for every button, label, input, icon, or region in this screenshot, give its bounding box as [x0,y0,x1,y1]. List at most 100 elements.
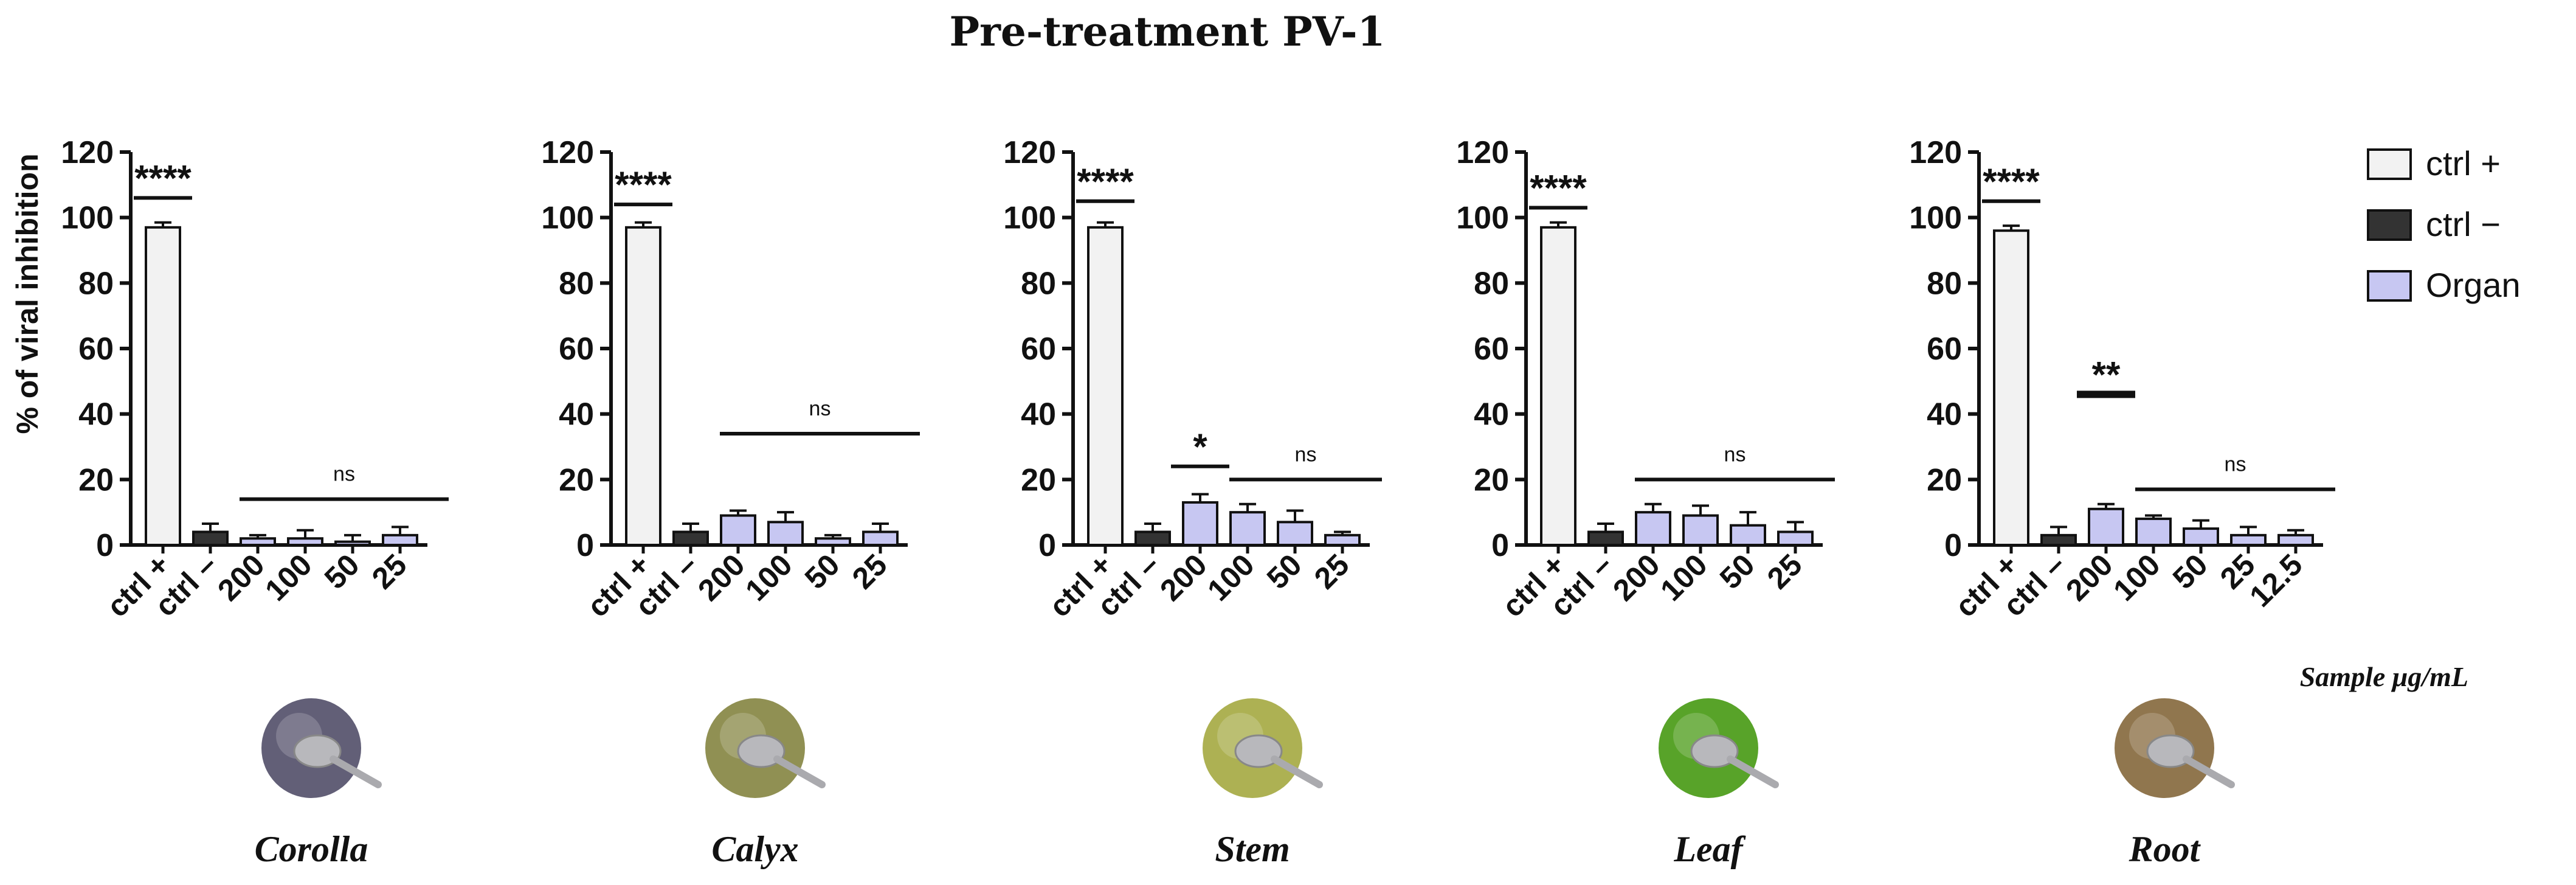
y-tick-label: 80 [78,266,114,301]
spatula-handle [773,755,826,788]
bar-12.5 [2277,533,2314,546]
leaf-sample-image [1659,698,1779,798]
bar-ctrlx [625,226,661,547]
x-tick-label: 100 [2107,547,2167,608]
y-tick-label: 80 [1927,266,1962,301]
bar-ctrlx [1993,229,2029,546]
bar-100 [2135,517,2172,547]
bar-ctrlx [2040,533,2077,546]
y-tick-label: 40 [1474,397,1509,432]
y-tick-label: 20 [1927,462,1962,498]
y-tick-label: 20 [1021,462,1056,498]
significance-label: ns [333,463,355,486]
y-tick-label: 40 [559,397,594,432]
x-tick-label: 200 [1606,547,1666,608]
y-tick-label: 0 [1944,528,1962,563]
organ-name: Corolla [255,829,368,869]
significance-label: ns [809,397,831,420]
bar-100 [1682,514,1719,546]
x-tick-label: 25 [1308,547,1356,595]
y-tick-label: 80 [1021,266,1056,301]
x-tick-label: 50 [798,547,846,595]
figure-title: Pre-treatment PV-1 [950,8,1386,55]
legend-swatch [2367,148,2412,180]
x-tick-label: 12.5 [2243,547,2308,613]
y-tick-label: 40 [1021,397,1056,432]
significance-label: * [1193,426,1207,467]
x-tick-label: 200 [2059,547,2119,608]
calyx-sample-image [705,698,826,798]
spatula-handle [1271,755,1323,788]
bar-50 [815,537,851,547]
y-axis-label: % of viral inhibition [10,153,44,434]
y-tick-label: 0 [1491,528,1509,563]
legend-swatch [2367,209,2412,241]
y-tick-label: 120 [1909,135,1962,170]
stem-sample-image [1203,698,1323,798]
y-tick-label: 120 [1003,135,1056,170]
significance-label: **** [1983,161,2040,202]
spatula-handle [1727,755,1779,788]
bar-ctrlx [672,530,709,547]
y-tick-label: 120 [61,135,114,170]
bar-ctrlx [1087,226,1124,547]
x-tick-label: 50 [1260,547,1308,595]
y-tick-label: 20 [559,462,594,498]
organ-name: Leaf [1673,829,1746,869]
legend-label: Organ [2426,266,2521,304]
significance-label: **** [1530,168,1587,209]
bar-50 [1277,521,1313,546]
x-axis-label: Sample μg/mL [2300,661,2468,692]
y-tick-label: 60 [78,331,114,367]
bar-200 [720,514,756,546]
y-tick-label: 80 [559,266,594,301]
y-tick-label: 40 [78,397,114,432]
bar-ctrlx [1587,530,1624,547]
bar-ctrlx [192,530,229,547]
bar-200 [1182,501,1218,546]
x-tick-label: 50 [2166,547,2214,595]
bar-25 [382,533,418,546]
spatula-handle [2183,755,2235,788]
bar-ctrlx [145,226,181,547]
legend-swatch [2367,270,2412,302]
y-tick-label: 60 [1474,331,1509,367]
y-tick-label: 20 [1474,462,1509,498]
corolla-sample-image [261,698,382,798]
spatula-head [1234,734,1283,768]
y-tick-label: 60 [1927,331,1962,367]
legend-label: ctrl + [2426,144,2501,182]
legend: ctrl + ctrl − Organ [2367,144,2521,304]
significance-label: ns [1295,443,1317,466]
bar-200 [2088,507,2124,546]
y-tick-label: 120 [541,135,594,170]
x-tick-label: 100 [1654,547,1714,608]
legend-label: ctrl − [2426,205,2501,243]
spatula-head [737,734,786,768]
bar-200 [240,537,276,547]
bar-50 [2183,527,2219,546]
y-tick-label: 100 [1909,201,1962,236]
y-tick-label: 0 [576,528,594,563]
bar-25 [1777,530,1814,547]
spatula-handle [330,755,382,788]
bar-25 [2230,533,2267,546]
y-tick-label: 0 [1038,528,1056,563]
organ-name: Stem [1215,829,1290,869]
y-tick-label: 60 [1021,331,1056,367]
x-tick-label: 50 [318,547,366,595]
organ-name: Calyx [711,829,798,869]
x-tick-label: 100 [739,547,799,608]
bar-100 [287,537,323,547]
y-tick-label: 120 [1456,135,1509,170]
x-tick-label: 100 [258,547,319,608]
spatula-head [2146,734,2195,768]
significance-label: ns [1724,443,1746,466]
y-tick-label: 20 [78,462,114,498]
